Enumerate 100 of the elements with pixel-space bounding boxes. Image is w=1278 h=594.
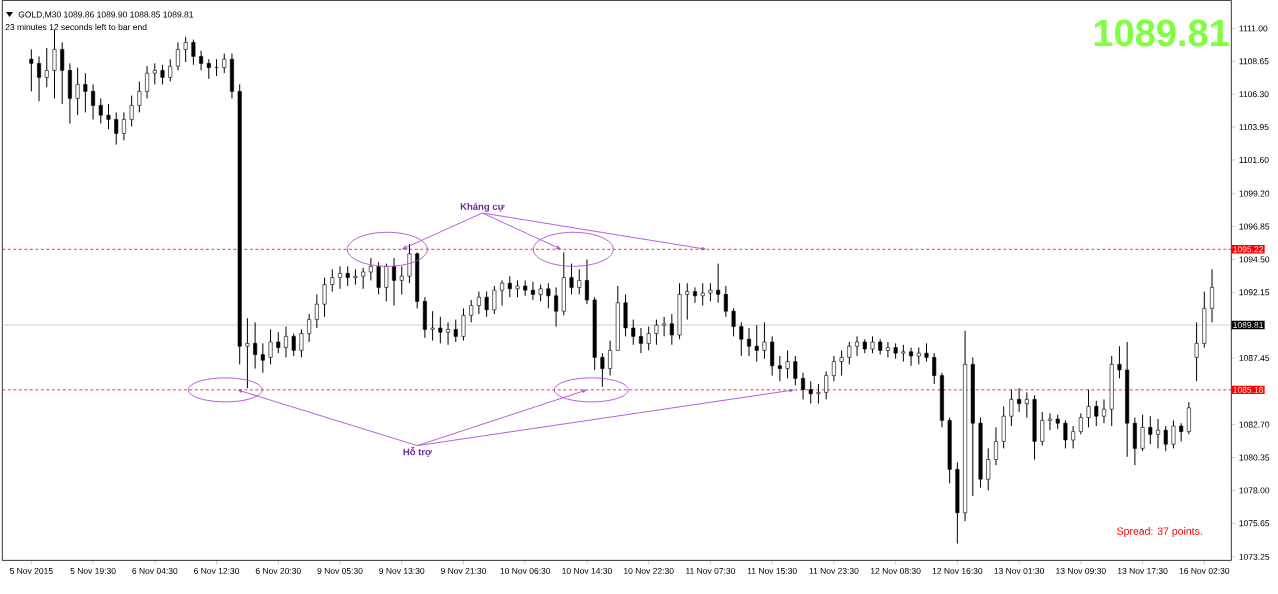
candlestick — [1156, 418, 1161, 449]
x-tick-label: 6 Nov 04:30 — [132, 567, 178, 574]
candlestick — [121, 111, 126, 141]
candlestick — [1017, 387, 1022, 413]
candlestick — [569, 263, 574, 295]
y-tick-label: 1092.15 — [1239, 289, 1270, 296]
candlestick — [98, 97, 103, 125]
candlestick — [44, 47, 49, 88]
candlestick — [37, 55, 42, 102]
candlestick — [407, 243, 412, 284]
y-tick-label: 1096.85 — [1239, 223, 1270, 230]
candlestick — [554, 286, 559, 328]
x-tick-label: 10 Nov 06:30 — [500, 567, 551, 574]
candlestick — [847, 341, 852, 365]
candlestick — [507, 275, 512, 298]
candlestick — [353, 268, 358, 286]
candlestick — [608, 340, 613, 377]
candlestick — [75, 67, 80, 116]
x-tick-label: 12 Nov 08:30 — [871, 567, 921, 574]
candlestick — [785, 349, 790, 379]
y-tick-label: 1101.60 — [1239, 156, 1269, 163]
candlestick — [530, 281, 535, 301]
candlestick — [1117, 345, 1122, 379]
x-tick-label: 5 Nov 2015 — [9, 567, 53, 574]
candlestick — [160, 64, 165, 85]
candlestick — [175, 41, 180, 71]
candlestick — [114, 111, 119, 146]
candlestick — [1024, 391, 1029, 419]
x-tick-label: 10 Nov 22:30 — [624, 567, 674, 574]
candlestick — [60, 41, 65, 105]
candlestick — [145, 65, 150, 99]
candlestick — [453, 319, 458, 343]
candlestick — [1179, 422, 1184, 442]
candlestick — [839, 349, 844, 377]
candlestick — [384, 263, 389, 302]
candlestick — [260, 342, 265, 374]
candlestick — [1140, 414, 1145, 452]
candlestick — [129, 95, 134, 127]
candlestick — [638, 327, 643, 354]
x-tick-label: 13 Nov 17:30 — [1117, 567, 1168, 574]
candlestick — [376, 261, 381, 295]
candlestick — [1186, 401, 1191, 435]
y-tick-label: 1082.70 — [1239, 421, 1270, 428]
y-tick-label: 1103.95 — [1239, 124, 1269, 131]
ref-line-label: 1095.22 — [1233, 246, 1264, 253]
candlestick — [152, 62, 157, 85]
candlestick — [1194, 321, 1199, 382]
candlestick — [816, 383, 821, 405]
y-tick-label: 1111.00 — [1239, 25, 1268, 32]
candlestick — [801, 372, 806, 400]
y-tick-label: 1094.50 — [1239, 256, 1270, 263]
candlestick — [831, 355, 836, 382]
candlestick — [492, 285, 497, 315]
candlestick — [245, 317, 250, 389]
y-tick-label: 1108.65 — [1239, 58, 1269, 65]
candlestick — [1071, 425, 1076, 449]
candlestick — [1009, 389, 1014, 427]
y-tick-label: 1075.65 — [1239, 520, 1270, 527]
x-tick-label: 11 Nov 23:30 — [809, 567, 859, 574]
candlestick — [191, 39, 196, 66]
candlestick — [646, 326, 651, 351]
candlestick — [484, 291, 489, 318]
candlestick — [1210, 268, 1215, 323]
x-tick-label: 12 Nov 16:30 — [932, 567, 983, 574]
candlestick — [739, 321, 744, 357]
candlestick — [446, 321, 451, 346]
candlestick — [747, 327, 752, 357]
candlestick — [654, 319, 659, 346]
candlestick — [932, 352, 937, 385]
candlestick — [1094, 400, 1099, 427]
candlestick — [762, 321, 767, 360]
candlestick — [716, 263, 721, 304]
candlestick — [1102, 398, 1106, 424]
candlestick — [685, 282, 690, 321]
candlestick — [345, 265, 350, 287]
y-tick-label: 1078.00 — [1239, 487, 1270, 494]
candlestick — [283, 326, 288, 358]
candlestick — [1171, 419, 1176, 449]
text: GOLD,M30 1089.86 1089.90 1088.85 1089.81 — [18, 11, 194, 19]
candlestick — [469, 299, 474, 323]
candlestick — [106, 103, 111, 130]
candlestick — [338, 265, 343, 290]
candlestick — [438, 316, 443, 344]
candlestick — [708, 282, 713, 302]
y-tick-label: 1087.45 — [1239, 355, 1270, 362]
candlestick — [700, 282, 705, 307]
candlestick — [29, 48, 34, 92]
candlestick — [754, 324, 759, 363]
annotation: 1089.81 — [1094, 19, 1229, 47]
x-tick-label: 6 Nov 12:30 — [194, 567, 240, 574]
x-tick-label: 16 Nov 02:30 — [1179, 567, 1230, 574]
x-tick-label: 13 Nov 09:30 — [1056, 567, 1106, 574]
candlestick — [1163, 425, 1168, 452]
candlestick — [476, 291, 481, 315]
candlestick — [206, 58, 211, 80]
candlestick — [855, 335, 860, 357]
candlestick — [430, 310, 435, 342]
x-tick-label: 13 Nov 01:30 — [994, 567, 1045, 574]
candlestick — [268, 328, 273, 365]
candlestick — [222, 53, 227, 74]
